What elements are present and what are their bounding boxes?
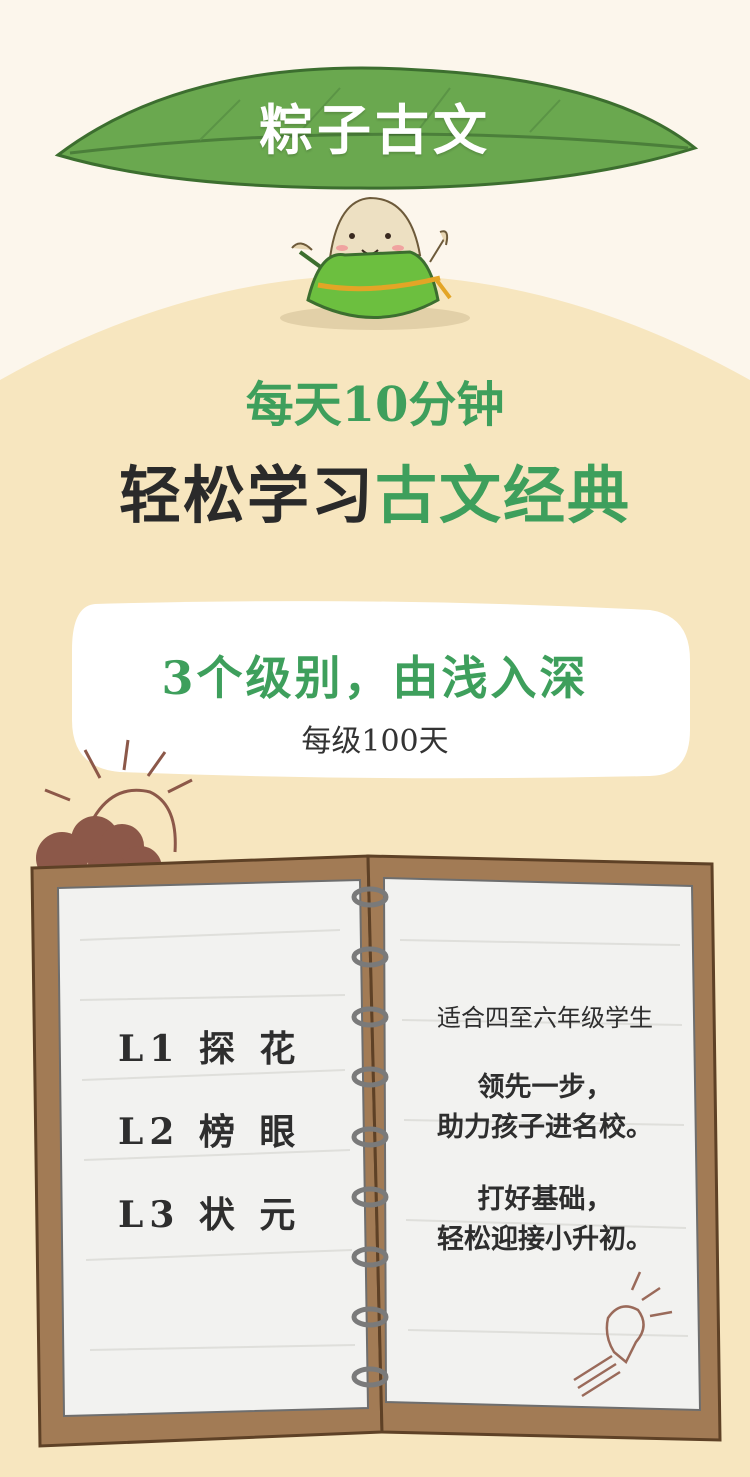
benefit-note-2: 打好基础， 轻松迎接小升初。 (400, 1180, 690, 1260)
levels-card (72, 601, 690, 779)
benefit-1-line-2: 助力孩子进名校。 (437, 1112, 653, 1143)
leaf-icon (54, 66, 699, 190)
benefit-2-line-1: 打好基础， (477, 1184, 613, 1215)
level-item-l3: L3 状 元 (118, 1194, 302, 1236)
tagline-accent-part: 古文经典 (375, 459, 632, 532)
tagline-main: 轻松学习古文经典 (0, 445, 750, 535)
audience-note: 适合四至六年级学生 (437, 1004, 653, 1032)
notebook-illustration (30, 854, 722, 1448)
benefit-2-line-2: 轻松迎接小升初。 (437, 1224, 653, 1255)
spiral-binding-icon (351, 886, 389, 1388)
tagline-daily: 每天10分钟 (245, 377, 505, 433)
levels-heading: 3个级别，由浅入深 (161, 651, 589, 705)
app-title: 粽子古文 (259, 98, 491, 162)
tagline-dark-part: 轻松学习 (118, 459, 375, 532)
benefit-note-1: 领先一步， 助力孩子进名校。 (400, 1068, 690, 1148)
zongzi-mascot-icon (280, 196, 470, 330)
benefit-1-line-1: 领先一步， (477, 1072, 613, 1103)
lightbulb-icon (573, 1271, 673, 1398)
level-item-l2: L2 榜 眼 (118, 1111, 302, 1153)
levels-subheading: 每级100天 (301, 724, 449, 759)
level-item-l1: L1 探 花 (118, 1028, 302, 1070)
